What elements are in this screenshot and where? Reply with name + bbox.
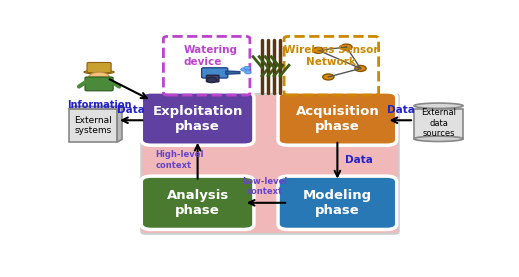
Text: External
systems: External systems — [74, 116, 112, 135]
FancyBboxPatch shape — [85, 77, 113, 91]
Text: External
data
sources: External data sources — [421, 109, 456, 138]
Polygon shape — [117, 106, 122, 142]
Polygon shape — [69, 106, 122, 109]
Circle shape — [244, 71, 251, 74]
Circle shape — [207, 77, 217, 83]
FancyBboxPatch shape — [207, 75, 219, 82]
FancyBboxPatch shape — [201, 68, 228, 78]
Circle shape — [244, 66, 250, 70]
Circle shape — [341, 44, 352, 50]
Text: Data: Data — [387, 105, 415, 115]
Circle shape — [323, 74, 334, 80]
Text: Modeling
phase: Modeling phase — [303, 189, 372, 217]
FancyBboxPatch shape — [278, 176, 397, 229]
Text: Data: Data — [116, 105, 144, 115]
Circle shape — [355, 65, 366, 71]
FancyBboxPatch shape — [278, 92, 397, 145]
Text: Low-level
context: Low-level context — [242, 177, 288, 196]
Bar — [69, 109, 117, 142]
Text: Data: Data — [346, 155, 373, 165]
Ellipse shape — [84, 70, 114, 74]
Polygon shape — [226, 71, 240, 74]
Text: Acquisition
phase: Acquisition phase — [295, 104, 379, 133]
Circle shape — [312, 47, 324, 53]
FancyBboxPatch shape — [141, 176, 254, 229]
Text: Information: Information — [67, 101, 131, 111]
Ellipse shape — [414, 136, 463, 142]
Circle shape — [89, 72, 110, 83]
FancyBboxPatch shape — [141, 94, 399, 234]
Text: High-level
context: High-level context — [155, 150, 204, 170]
Ellipse shape — [414, 103, 463, 108]
Text: Wireless Sensor
Network: Wireless Sensor Network — [284, 45, 378, 66]
Text: Exploitation
phase: Exploitation phase — [153, 104, 243, 133]
Circle shape — [241, 68, 247, 71]
FancyBboxPatch shape — [87, 62, 111, 73]
Text: Analysis
phase: Analysis phase — [167, 189, 229, 217]
FancyBboxPatch shape — [141, 92, 254, 145]
Bar — [414, 109, 463, 139]
Text: Watering
device: Watering device — [184, 45, 238, 66]
